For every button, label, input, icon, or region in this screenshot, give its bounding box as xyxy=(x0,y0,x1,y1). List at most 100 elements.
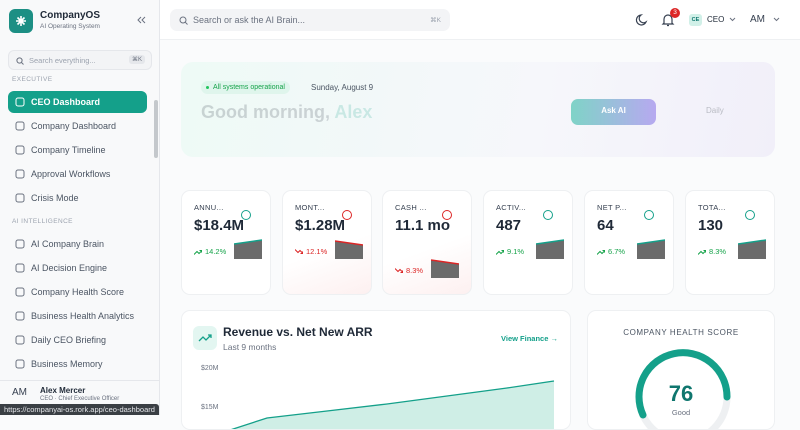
health-status: Good xyxy=(671,408,691,417)
sparkline xyxy=(234,239,262,259)
nav-item[interactable]: Company Timeline xyxy=(8,139,147,161)
avatar[interactable]: AM xyxy=(750,14,765,25)
kpi-icon xyxy=(745,210,755,220)
health-title: COMPANY HEALTH SCORE xyxy=(623,328,739,337)
kpi-card[interactable]: TOTA... 130 8.3% xyxy=(685,190,775,295)
greeting-text: Good morning, xyxy=(201,102,330,122)
revenue-subtitle: Last 9 months xyxy=(223,342,277,352)
kpi-card[interactable]: CASH ... 11.1 mo 8.3% xyxy=(382,190,472,295)
kpi-change-value: 8.3% xyxy=(709,247,727,256)
date: Sunday, August 9 xyxy=(311,83,374,92)
trend-arrow xyxy=(496,249,504,255)
kpi-value: 64 xyxy=(597,217,614,234)
collapse-button[interactable] xyxy=(137,16,146,24)
nav-label: AI Decision Engine xyxy=(31,263,108,273)
ask-ai-button[interactable]: Ask AI xyxy=(571,99,656,125)
shortcut: ⌘K xyxy=(128,55,145,64)
tagline: AI Operating System xyxy=(40,23,100,30)
kpi-icon xyxy=(644,210,654,220)
search-placeholder: Search or ask the AI Brain... xyxy=(193,15,306,25)
nav-icon xyxy=(15,335,25,345)
kpi-label: NET P... xyxy=(597,203,627,212)
kpi-value: $1.28M xyxy=(295,217,346,234)
brand: CompanyOS xyxy=(40,10,101,21)
kpi-card[interactable]: MONT... $1.28M 12.1% xyxy=(282,190,372,295)
nav-label: Company Health Score xyxy=(31,287,125,297)
kpi-card[interactable]: ACTIV... 487 9.1% xyxy=(483,190,573,295)
chevron xyxy=(729,17,736,22)
daily-tab[interactable]: Daily xyxy=(706,106,724,115)
revenue-area xyxy=(231,380,555,429)
trend-arrow xyxy=(597,249,605,255)
kpi-card[interactable]: ANNU... $18.4M 14.2% xyxy=(181,190,271,295)
status-dot xyxy=(206,86,209,89)
search-placeholder: Search everything... xyxy=(29,56,96,65)
nav-item[interactable]: Approval Workflows xyxy=(8,163,147,185)
role-switch[interactable]: CEO xyxy=(707,15,725,24)
nav-item[interactable]: Company Dashboard xyxy=(8,115,147,137)
sidebar-search[interactable]: Search everything... ⌘K xyxy=(8,50,152,70)
sparkline xyxy=(637,239,665,259)
nav-label: CEO Dashboard xyxy=(31,97,101,107)
kpi-change-value: 6.7% xyxy=(608,247,626,256)
kpi-icon xyxy=(543,210,553,220)
status-text: All systems operational xyxy=(213,84,285,91)
nav-icon xyxy=(15,239,25,249)
view-finance-link[interactable]: View Finance → xyxy=(501,334,558,343)
topbar: Search or ask the AI Brain... ⌘K 3 CE CE… xyxy=(160,0,800,40)
user-name: Alex Mercer xyxy=(40,386,86,395)
nav-icon xyxy=(15,169,25,179)
nav-label: AI Company Brain xyxy=(31,239,105,249)
kpi-icon xyxy=(342,210,352,220)
role-badge: CE xyxy=(689,14,702,26)
trend-arrow xyxy=(194,249,202,255)
sparkline xyxy=(431,259,459,278)
section-title: AI INTELLIGENCE xyxy=(12,218,73,225)
kpi-value: $18.4M xyxy=(194,217,245,234)
nav-item[interactable]: AI Decision Engine xyxy=(8,257,147,279)
nav-icon xyxy=(15,359,25,369)
nav-item[interactable]: Daily CEO Briefing xyxy=(8,329,147,351)
trend-arrow xyxy=(698,249,706,255)
kpi-card[interactable]: NET P... 64 6.7% xyxy=(584,190,674,295)
kpi-value: 11.1 mo xyxy=(395,217,451,234)
kpi-change: 14.2% xyxy=(194,247,226,256)
nav-icon xyxy=(15,193,25,203)
logo xyxy=(9,9,33,33)
topbar-search[interactable]: Search or ask the AI Brain... ⌘K xyxy=(170,9,450,31)
nav-item[interactable]: Business Health Analytics xyxy=(8,305,147,327)
kpi-change: 12.1% xyxy=(295,247,327,256)
nav-item[interactable]: Business Memory xyxy=(8,353,147,375)
kpi-change: 9.1% xyxy=(496,247,524,256)
greeting: Good morning, Alex xyxy=(201,102,372,123)
nav-icon xyxy=(15,287,25,297)
kpi-label: CASH ... xyxy=(395,203,427,212)
user-role: CEO · Chief Executive Officer xyxy=(40,396,120,402)
notification-badge: 3 xyxy=(670,8,680,18)
theme-toggle[interactable] xyxy=(635,13,649,27)
kpi-label: TOTA... xyxy=(698,203,726,212)
nav-item[interactable]: CEO Dashboard xyxy=(8,91,147,113)
sparkline xyxy=(738,239,766,259)
nav-icon xyxy=(15,121,25,131)
kpi-change: 8.3% xyxy=(698,247,726,256)
search-icon xyxy=(179,16,188,25)
trend-arrow xyxy=(295,248,303,254)
kpi-icon xyxy=(442,210,452,220)
nav-item[interactable]: Company Health Score xyxy=(8,281,147,303)
kpi-change: 8.3% xyxy=(395,266,423,275)
nav-label: Crisis Mode xyxy=(31,193,79,203)
nav-item[interactable]: Crisis Mode xyxy=(8,187,147,209)
kpi-value: 487 xyxy=(496,217,522,234)
sparkline xyxy=(335,240,363,259)
user-avatar: AM xyxy=(12,387,27,398)
nav-icon xyxy=(15,311,25,321)
nav-icon xyxy=(15,97,25,107)
status-pill: All systems operational xyxy=(201,81,290,94)
nav-item[interactable]: AI Company Brain xyxy=(8,233,147,255)
health-card: COMPANY HEALTH SCORE 76 Good xyxy=(587,310,775,430)
chevron xyxy=(773,17,780,22)
scrollbar xyxy=(154,100,158,158)
section-title: EXECUTIVE xyxy=(12,76,53,83)
health-gauge xyxy=(635,349,731,429)
